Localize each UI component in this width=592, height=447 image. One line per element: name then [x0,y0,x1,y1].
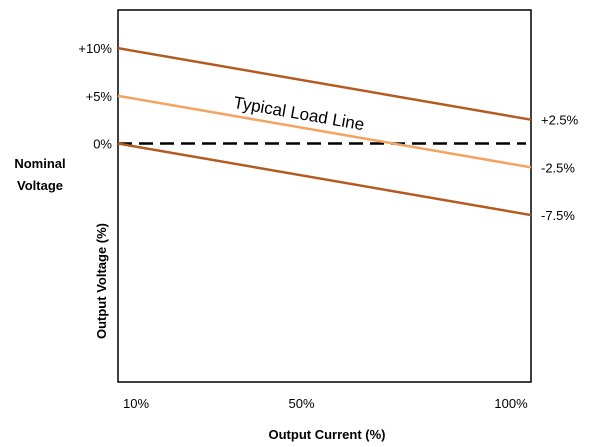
series-end-label-lower: -7.5% [541,208,575,223]
y-tick-label: +10% [78,41,112,56]
y-tick-label: 0% [93,137,112,152]
series-line-lower [117,142,532,217]
series-line-typical [117,94,532,169]
nominal-voltage-label-line1: Nominal [14,156,65,171]
series-line-upper [117,46,532,121]
series-end-label-typical: -2.5% [541,160,575,175]
x-tick-label: 10% [123,396,149,411]
x-tick-label: 50% [289,396,315,411]
y-axis-title: Output Voltage (%) [94,223,109,339]
series-end-label-upper: +2.5% [541,113,579,128]
y-tick-label: +5% [86,89,113,104]
x-axis-title: Output Current (%) [269,427,386,442]
plot-area-frame [117,9,532,383]
nominal-voltage-label-line2: Voltage [17,178,63,193]
x-tick-label: 100% [494,396,528,411]
